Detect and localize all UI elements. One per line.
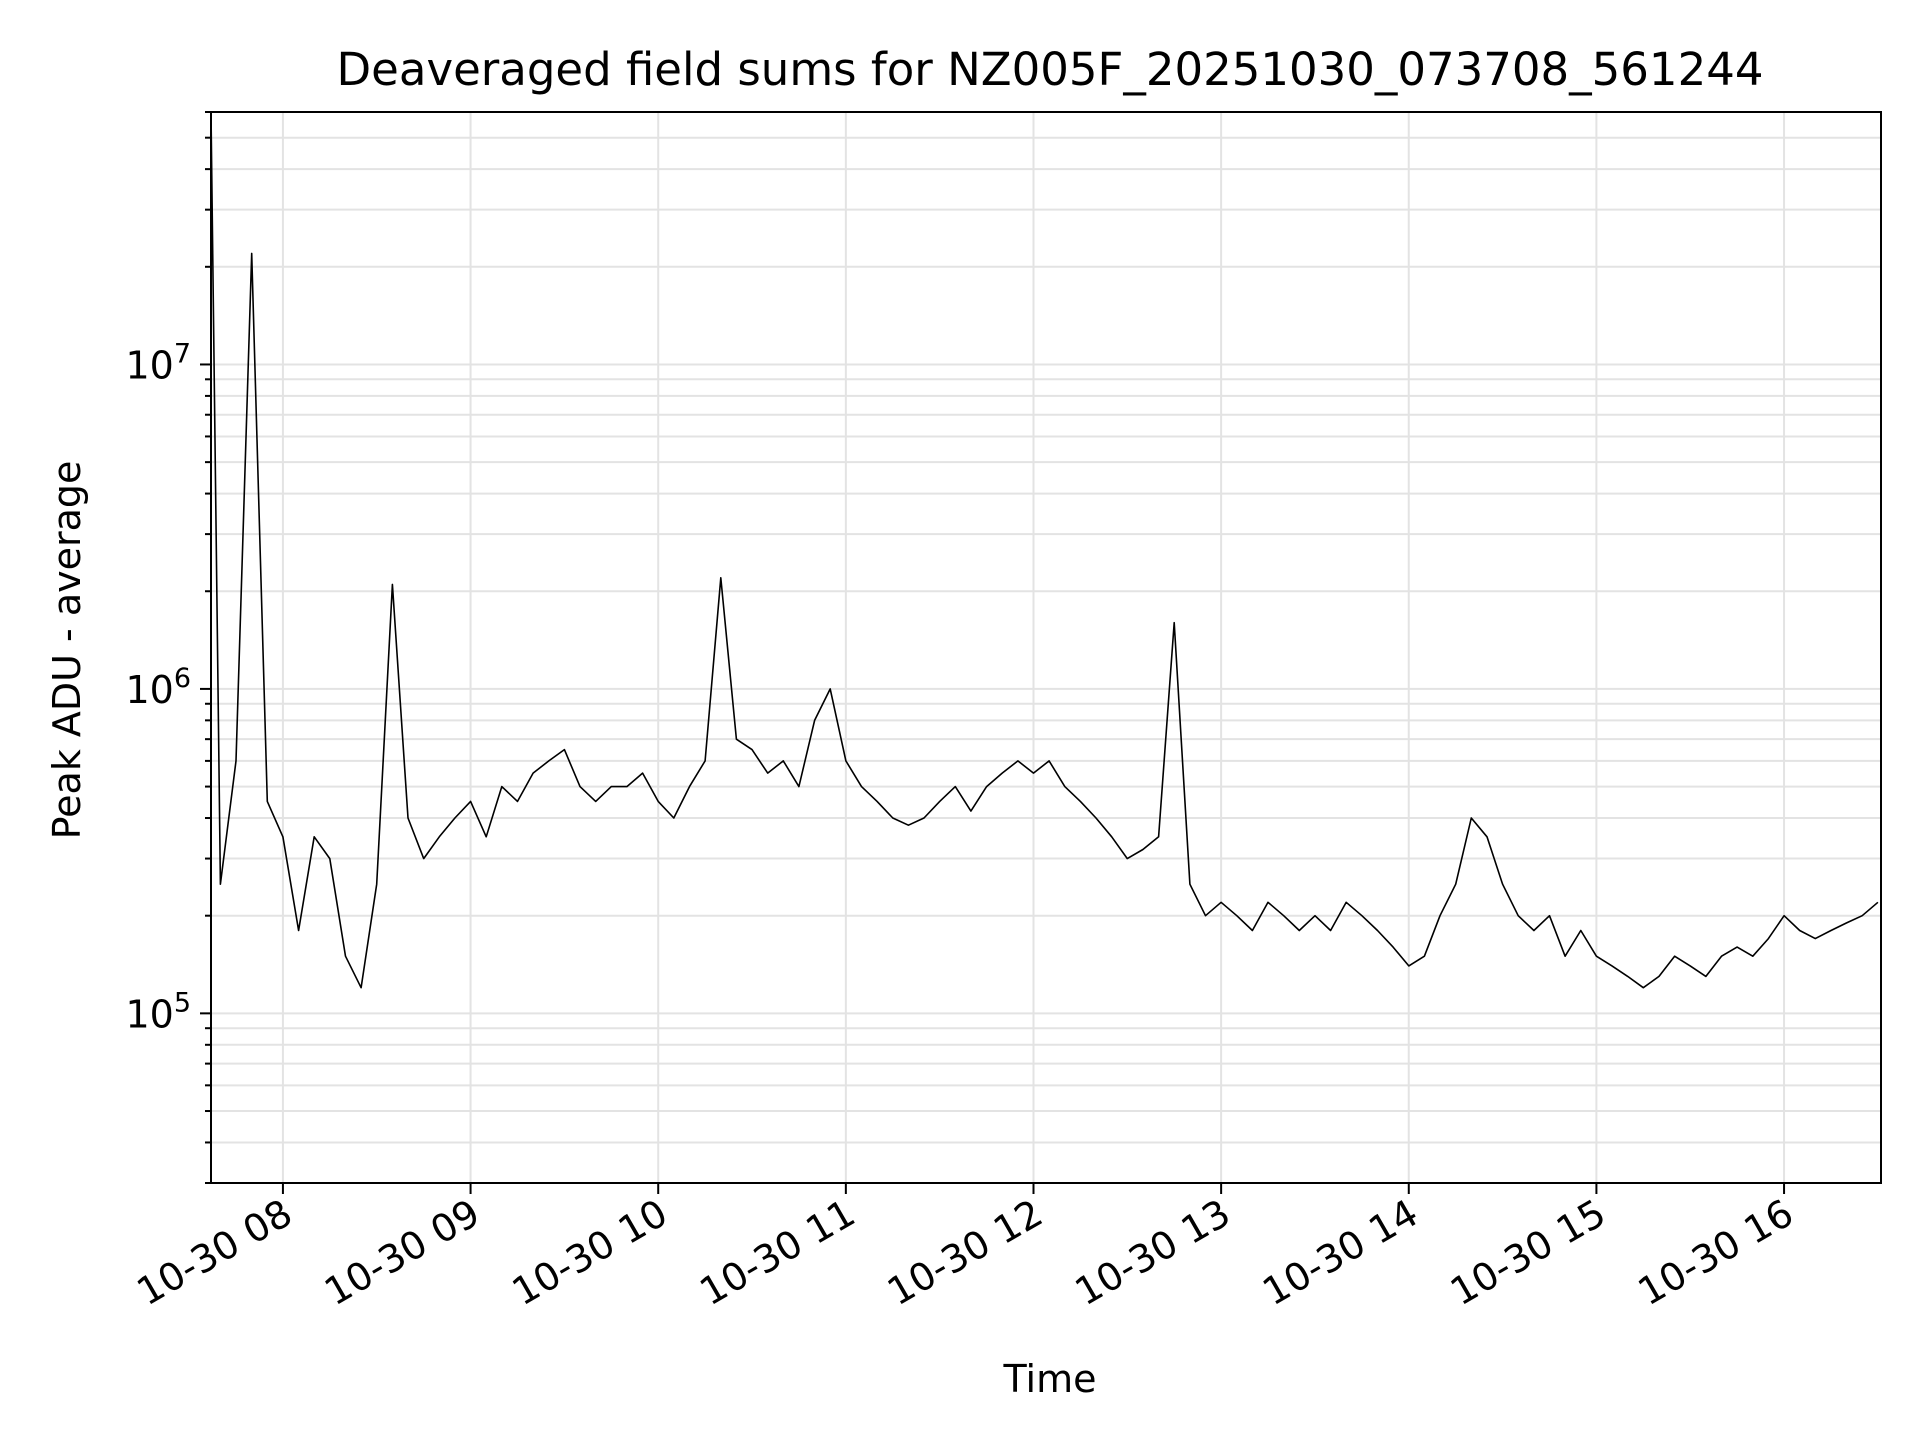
- plot-frame: [210, 111, 1882, 1184]
- grid-lines: [211, 111, 1881, 1184]
- y-axis-label: Peak ADU - average: [45, 461, 89, 840]
- data-trace: [210, 111, 1879, 989]
- x-tick-label: 10-30 16: [1631, 1191, 1801, 1315]
- series-line-group: [211, 112, 1878, 988]
- y-axis-ticks: 105 106 107: [125, 111, 211, 1184]
- x-axis-ticks: 10-30 08 10-30 09 10-30 10 10-30 11 10-30 12…: [129, 1183, 1801, 1315]
- x-tick-label: 10-30 15: [1443, 1191, 1613, 1315]
- x-tick-label: 10-30 12: [880, 1191, 1050, 1315]
- chart-title: Deaveraged field sums for NZ005F_2025103…: [337, 43, 1764, 96]
- x-tick-label: 10-30 11: [692, 1191, 862, 1315]
- series-line: [210, 111, 1879, 989]
- y-tick-label: 105: [125, 987, 191, 1036]
- y-tick-label: 107: [125, 338, 191, 387]
- x-tick-label: 10-30 09: [317, 1191, 487, 1315]
- y-tick-label: 106: [125, 663, 191, 712]
- x-tick-label: 10-30 14: [1255, 1191, 1425, 1315]
- x-tick-label: 10-30 13: [1068, 1191, 1238, 1315]
- x-tick-label: 10-30 10: [505, 1191, 675, 1315]
- x-tick-label: 10-30 08: [129, 1191, 299, 1315]
- x-axis-label: Time: [1003, 1357, 1097, 1401]
